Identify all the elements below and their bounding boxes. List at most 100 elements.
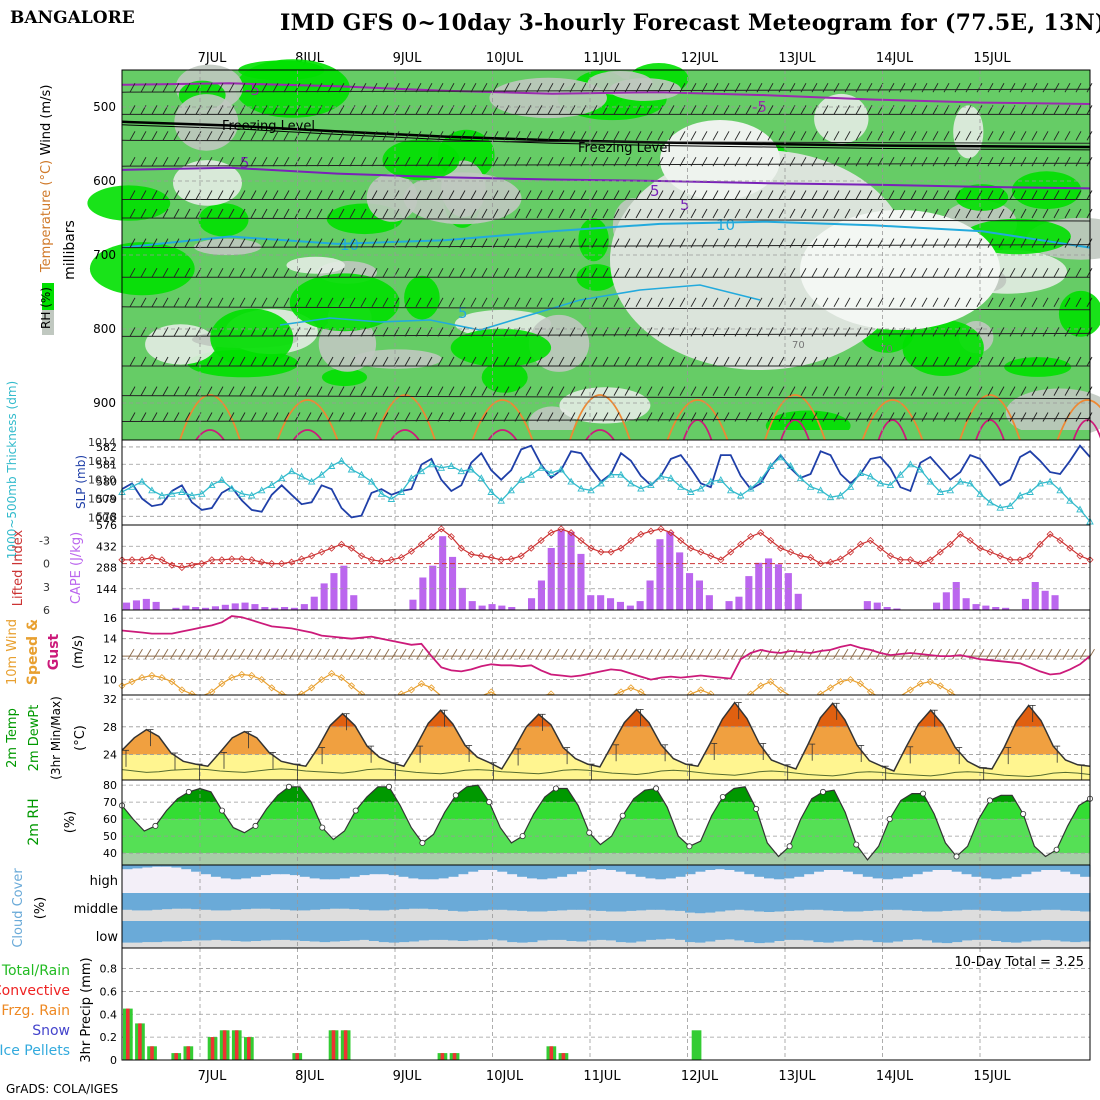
wind-barb: [437, 238, 444, 248]
thickness-marker: [437, 463, 446, 471]
wind-barb: [745, 386, 752, 396]
rh-marker: [185, 788, 192, 795]
cloud-high-bar: [408, 865, 419, 879]
wind-barb: [910, 386, 917, 396]
wind-barb: [800, 131, 807, 141]
cloud-low-bar: [1060, 921, 1071, 942]
wind-barb: [668, 131, 675, 141]
temperature-line: [121, 701, 1091, 772]
wind-barb: [514, 356, 521, 367]
rh-patch: [89, 242, 195, 296]
wind-barb: [635, 82, 642, 93]
wind-barb-staff: [121, 418, 1091, 422]
wind-barb: [535, 648, 543, 660]
cloud-low-bar: [635, 921, 647, 942]
wind-barb: [327, 267, 334, 278]
wind-barb: [426, 386, 433, 396]
cloud-middle-bar: [951, 893, 963, 911]
wind-barb: [1064, 190, 1071, 200]
cloud-low-bar: [309, 921, 321, 942]
wind-barb: [921, 412, 928, 422]
wind-barb: [1075, 267, 1082, 278]
wind-barb: [921, 327, 928, 337]
wind-barb: [811, 297, 818, 308]
cloud-low-bar: [734, 921, 745, 941]
cloud-high-bar: [260, 865, 271, 876]
cloud-high-bar: [1001, 865, 1012, 879]
wind-barb: [217, 156, 224, 167]
lifted-index-marker: [617, 544, 625, 552]
wind-barb: [371, 297, 378, 308]
wind-barb: [624, 412, 631, 422]
wind-barb: [569, 208, 576, 219]
wind-barb: [239, 267, 246, 278]
wind-barb: [635, 412, 642, 422]
wind-barb: [426, 267, 433, 278]
wind-barb: [206, 297, 213, 308]
date-bottom-7JUL: 7JUL: [198, 1069, 228, 1084]
wind-barb: [547, 82, 554, 93]
wind-barb: [492, 327, 499, 337]
wind-barb: [734, 356, 741, 367]
cape-bar: [676, 552, 684, 610]
lifted-index-marker: [138, 556, 146, 564]
lifted-index-marker: [627, 536, 635, 545]
wind-barb: [382, 238, 389, 248]
wind-barb: [688, 648, 696, 660]
gust-marker: [218, 680, 226, 688]
cloud-low-bar: [675, 921, 686, 940]
wind-barb: [1031, 327, 1038, 337]
wind-barb: [690, 412, 697, 422]
cloud-low-bar: [902, 921, 913, 940]
thickness-marker: [617, 470, 625, 478]
precip-convective-bar: [343, 1030, 348, 1060]
cloud-low-bar: [270, 921, 281, 940]
wind-barb: [323, 648, 330, 660]
wind-barb: [173, 131, 180, 141]
wind-barb: [184, 386, 191, 396]
wind-barb: [624, 267, 631, 278]
lifted-index-marker: [906, 556, 914, 564]
wind-barb: [316, 356, 323, 367]
cloud-high-bar: [280, 865, 291, 875]
wind-barb: [767, 82, 774, 93]
wind-barb: [580, 386, 587, 396]
wind-barb: [1009, 412, 1016, 422]
date-bottom-9JUL: 9JUL: [393, 1069, 423, 1084]
wind-barb: [591, 267, 598, 278]
precip-convective-bar: [174, 1053, 178, 1060]
thickness-marker: [537, 463, 545, 471]
lifted-index-marker: [547, 529, 555, 537]
rh-patch: [404, 275, 440, 320]
lifted-index-marker: [328, 544, 336, 552]
cloud-low-bar: [230, 921, 242, 941]
wind-barb: [987, 412, 994, 422]
wind-barb: [998, 208, 1005, 219]
wind-barb: [773, 648, 781, 660]
wind-barb: [492, 297, 499, 308]
wind-barb: [701, 386, 708, 396]
wind-barb: [470, 208, 477, 219]
wind-barb: [613, 208, 620, 219]
wind-barb: [811, 412, 818, 422]
cloud-high-bar: [704, 865, 716, 870]
cloud-middle-bar: [783, 893, 795, 911]
cape-bar: [705, 595, 713, 610]
cloud-low-bar: [260, 921, 271, 941]
wind-barb: [371, 412, 378, 422]
wind-barb: [510, 648, 517, 660]
wind-barb: [272, 208, 279, 219]
wind-barb: [371, 267, 378, 278]
cloud-middle-bar: [438, 893, 449, 910]
thickness-marker: [277, 474, 286, 482]
wind-barb: [679, 208, 686, 219]
wind-barb: [668, 267, 675, 278]
wind-barb: [613, 267, 620, 278]
thickness-marker: [826, 493, 835, 501]
wind-barb: [1009, 156, 1016, 167]
wind-barb: [932, 267, 939, 278]
wind-barb: [800, 156, 807, 167]
wind-barb: [932, 82, 939, 93]
wind-barb: [690, 386, 697, 396]
rh-patch: [559, 387, 651, 424]
